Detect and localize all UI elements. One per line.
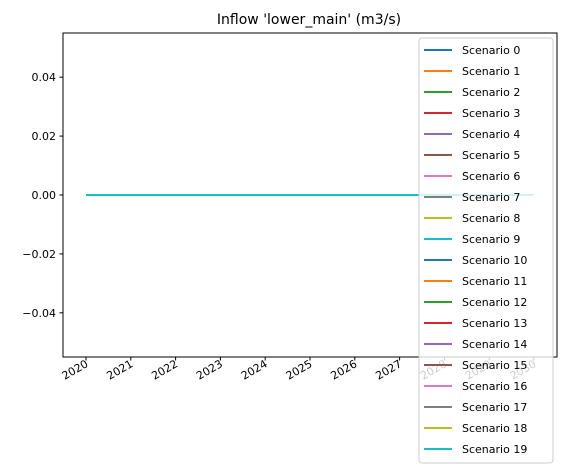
x-tick-label: 2022 <box>149 357 180 382</box>
legend-label: Scenario 5 <box>462 149 520 162</box>
legend-label: Scenario 16 <box>462 380 527 393</box>
chart-title: Inflow 'lower_main' (m3/s) <box>217 12 401 28</box>
x-tick-label: 2026 <box>329 357 360 382</box>
y-tick-label: −0.04 <box>22 307 56 320</box>
y-tick-label: 0.00 <box>32 189 57 202</box>
legend-label: Scenario 8 <box>462 212 520 225</box>
legend-label: Scenario 18 <box>462 422 527 435</box>
y-axis: 0.04 0.02 0.00 −0.02 −0.04 <box>22 71 63 320</box>
legend-label: Scenario 7 <box>462 191 520 204</box>
legend-label: Scenario 15 <box>462 359 527 372</box>
legend-label: Scenario 9 <box>462 233 520 246</box>
x-tick-label: 2023 <box>194 357 225 382</box>
legend-label: Scenario 6 <box>462 170 520 183</box>
legend-label: Scenario 13 <box>462 317 527 330</box>
y-tick-label: 0.04 <box>32 71 57 84</box>
legend-label: Scenario 17 <box>462 401 527 414</box>
legend-label: Scenario 11 <box>462 275 527 288</box>
x-tick-label: 2027 <box>373 357 404 382</box>
legend-label: Scenario 1 <box>462 65 520 78</box>
legend-label: Scenario 3 <box>462 107 520 120</box>
legend[interactable]: Scenario 0 Scenario 1 Scenario 2 Scenario 3… <box>418 37 554 464</box>
x-tick-label: 2021 <box>105 357 136 382</box>
y-tick-label: −0.02 <box>22 248 56 261</box>
legend-label: Scenario 2 <box>462 86 520 99</box>
legend-label: Scenario 0 <box>462 44 520 57</box>
legend-label: Scenario 14 <box>462 338 527 351</box>
y-tick-label: 0.02 <box>32 130 57 143</box>
legend-label: Scenario 12 <box>462 296 527 309</box>
x-tick-label: 2024 <box>239 357 270 382</box>
legend-label: Scenario 19 <box>462 443 527 456</box>
x-tick-label: 2020 <box>60 357 91 382</box>
legend-label: Scenario 10 <box>462 254 527 267</box>
legend-frame <box>418 37 554 464</box>
legend-label: Scenario 4 <box>462 128 520 141</box>
x-tick-label: 2025 <box>284 357 315 382</box>
